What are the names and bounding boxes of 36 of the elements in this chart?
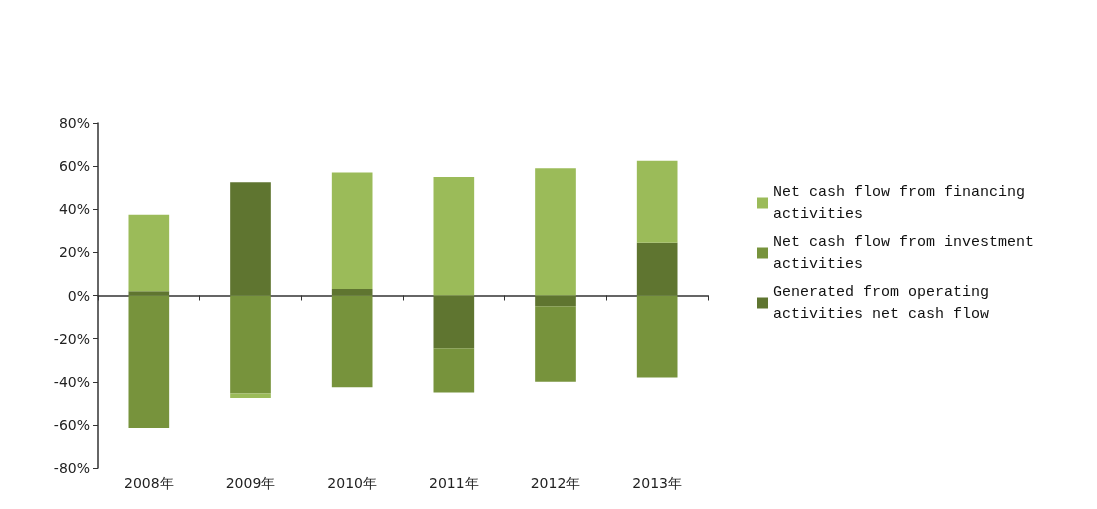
x-tick-label: 2012年 (530, 475, 581, 491)
y-tick-label: -60% (53, 416, 90, 433)
bar (230, 182, 271, 296)
y-tick-label: 60% (58, 158, 90, 175)
y-tick-label: 20% (58, 244, 90, 261)
bar (331, 289, 373, 296)
y-tick-label: 0% (67, 287, 90, 304)
y-tick-label: -80% (53, 460, 90, 476)
bar (230, 393, 271, 398)
bar (230, 295, 271, 394)
bar (636, 160, 678, 243)
bar (636, 295, 678, 378)
bar (433, 348, 475, 393)
legend-label: Net cash flow from financing activities (773, 183, 1035, 223)
bar (331, 295, 373, 388)
x-tick-label: 2008年 (124, 475, 174, 491)
bar (128, 291, 170, 296)
bar (128, 214, 170, 292)
bar (433, 295, 475, 349)
bar (535, 168, 576, 296)
bar (433, 176, 475, 296)
bar (535, 306, 576, 382)
bar (535, 295, 576, 307)
bar (636, 242, 678, 296)
x-tick-label: 2011年 (429, 475, 479, 491)
legend-label: Generated from operating activities net cash flow (773, 283, 999, 323)
x-tick-label: 2013年 (632, 475, 682, 491)
legend-label: Net cash flow from investment activities (773, 233, 1044, 273)
y-tick-label: -40% (53, 373, 90, 390)
y-tick-label: 80% (58, 115, 90, 131)
x-tick-label: 2010年 (327, 475, 377, 491)
y-tick-label: -20% (53, 330, 90, 347)
bar (128, 295, 170, 429)
bar (331, 172, 373, 290)
y-tick-label: 40% (58, 201, 90, 218)
x-tick-label: 2009年 (225, 475, 276, 491)
